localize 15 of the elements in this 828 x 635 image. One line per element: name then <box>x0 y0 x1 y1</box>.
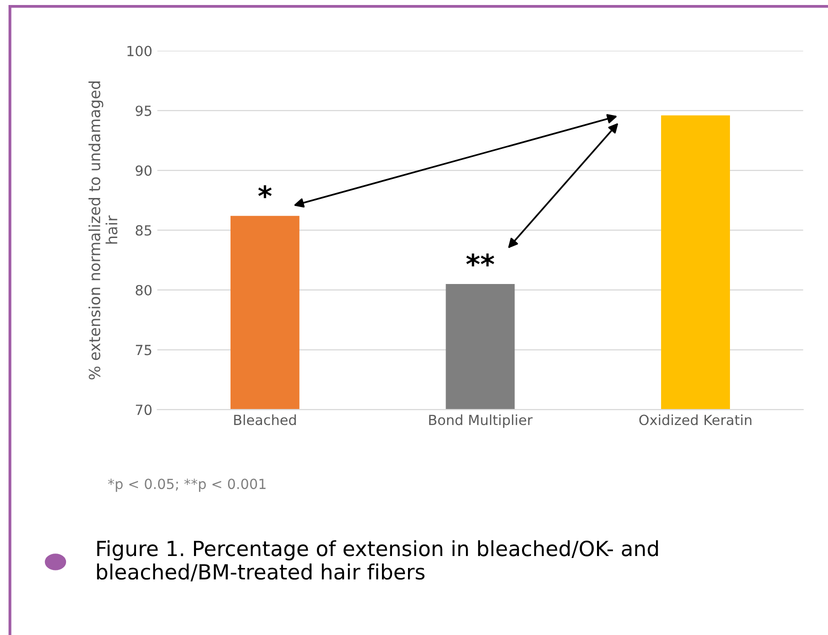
y-tick-label: 90 <box>136 165 152 176</box>
y-tick-label: 95 <box>136 106 152 116</box>
y-tick-label: 70 <box>136 404 152 416</box>
x-tick-label: Bleached <box>234 414 296 426</box>
y-tick-label: 75 <box>136 344 152 356</box>
text: Figure 1. Percentage of extension in bleached/OK- and bleached/BM-treated hair fibers <box>97 540 658 582</box>
x-tick-label: Oxidized Keratin <box>639 414 752 426</box>
annotation: ** <box>466 253 494 266</box>
y-axis-title: % extension normalized to undamaged hair <box>88 82 118 380</box>
y-tick-label: 80 <box>136 284 152 296</box>
x-tick-label: Bond Multiplier <box>429 414 533 428</box>
text: *p < 0.05; **p < 0.001 <box>108 478 266 492</box>
y-tick-label: 100 <box>127 46 152 56</box>
annotation: * <box>258 185 272 198</box>
y-tick-label: 85 <box>136 225 152 236</box>
